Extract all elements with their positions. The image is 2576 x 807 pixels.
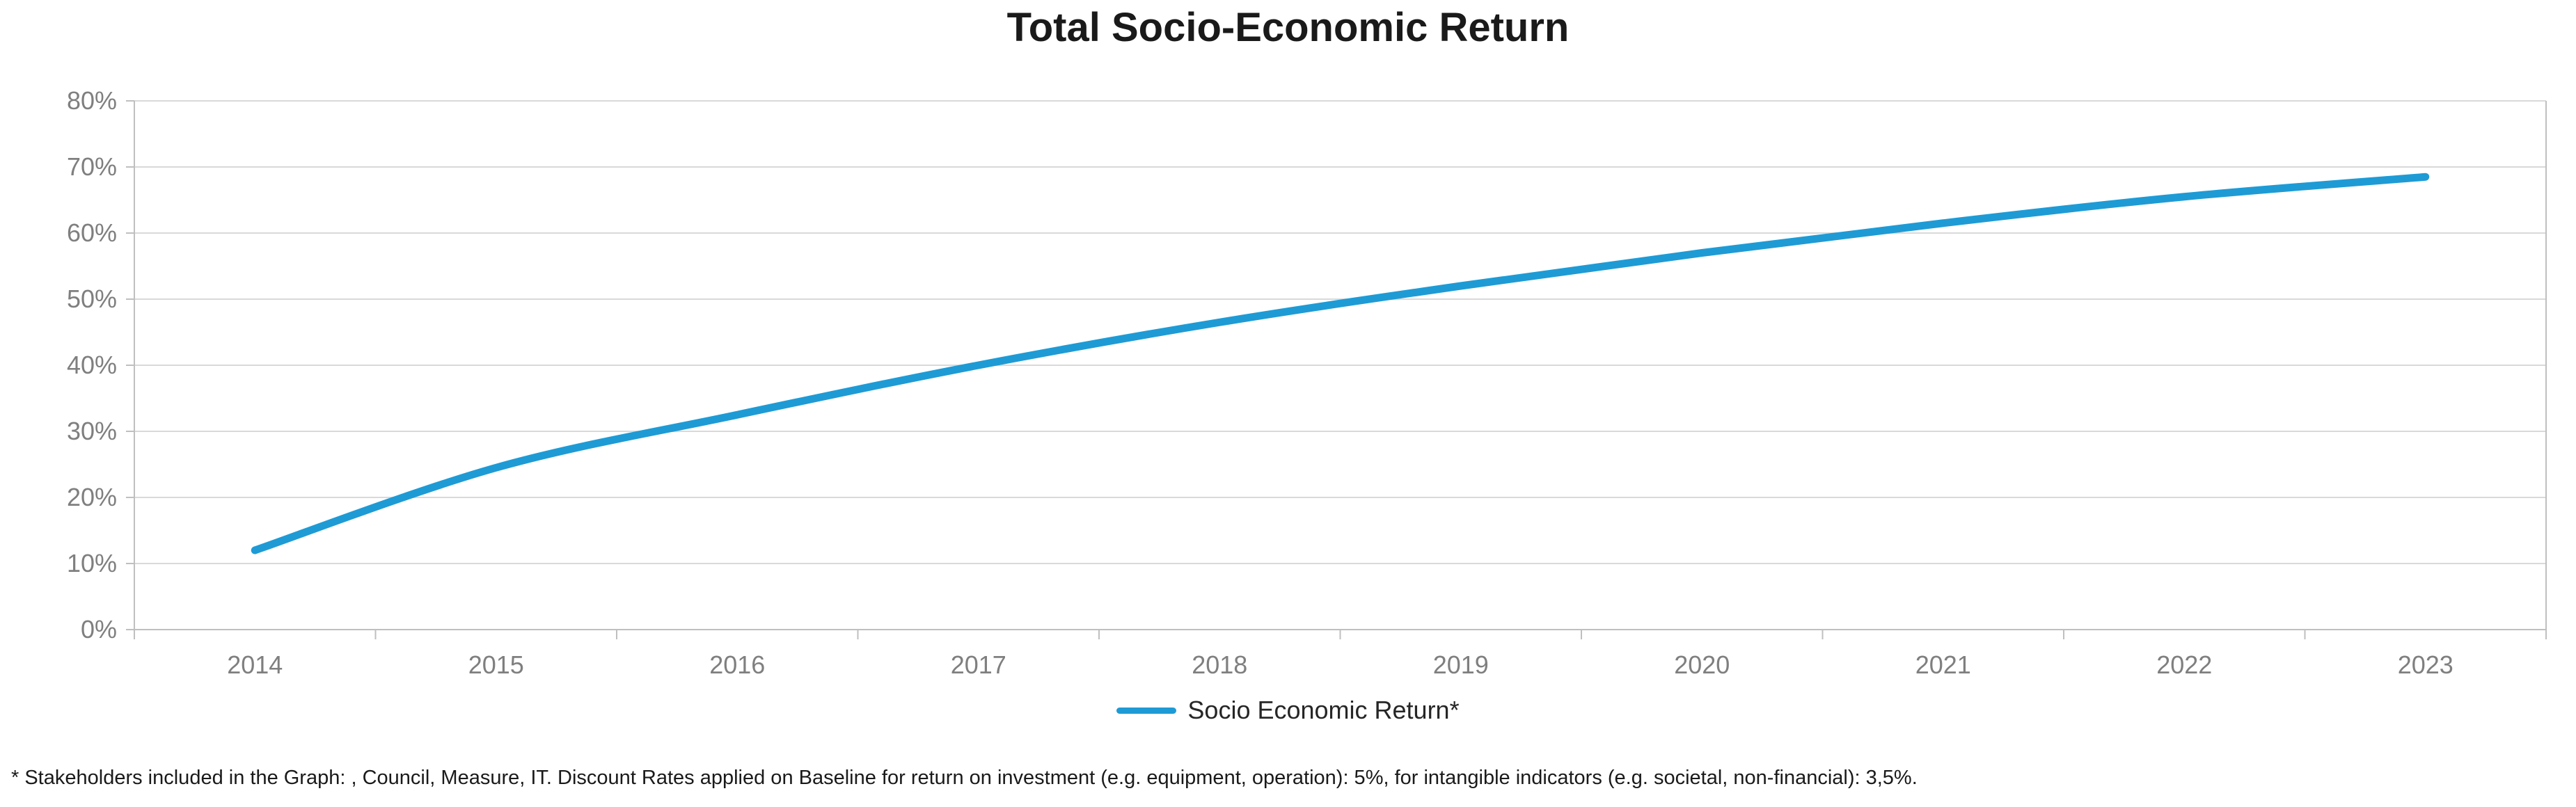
chart-title: Total Socio-Economic Return <box>1006 5 1570 50</box>
footnote: * Stakeholders included in the Graph: , … <box>11 767 1918 789</box>
x-axis-tick-label: 2020 <box>1674 650 1730 679</box>
x-axis-tick-label: 2015 <box>468 650 524 679</box>
x-axis-tick-label: 2023 <box>2397 650 2453 679</box>
legend-line-swatch <box>1116 707 1177 714</box>
y-axis-tick-label: 10% <box>66 549 117 577</box>
y-axis-tick-label: 70% <box>66 152 117 181</box>
y-axis-tick-label: 40% <box>66 351 117 379</box>
y-axis-tick-label: 50% <box>66 285 117 313</box>
y-axis-tick-label: 60% <box>66 218 117 247</box>
y-axis-tick-label: 20% <box>66 483 117 511</box>
y-axis-tick-label: 30% <box>66 417 117 445</box>
series-line-socio-economic-return <box>251 173 2430 554</box>
x-axis-tick-label: 2019 <box>1432 650 1489 679</box>
legend: Socio Economic Return* <box>0 696 2576 725</box>
x-axis-tick-label: 2017 <box>950 650 1006 679</box>
x-axis-tick-label: 2022 <box>2156 650 2213 679</box>
y-axis-tick-label: 0% <box>80 615 117 644</box>
legend-series-label: Socio Economic Return* <box>1187 696 1460 724</box>
x-axis-tick-label: 2018 <box>1192 650 1248 679</box>
x-axis-tick-label: 2016 <box>709 650 766 679</box>
y-axis-tick-label: 80% <box>66 86 117 115</box>
x-axis-tick-label: 2014 <box>227 650 283 679</box>
x-axis-tick-label: 2021 <box>1915 650 1971 679</box>
